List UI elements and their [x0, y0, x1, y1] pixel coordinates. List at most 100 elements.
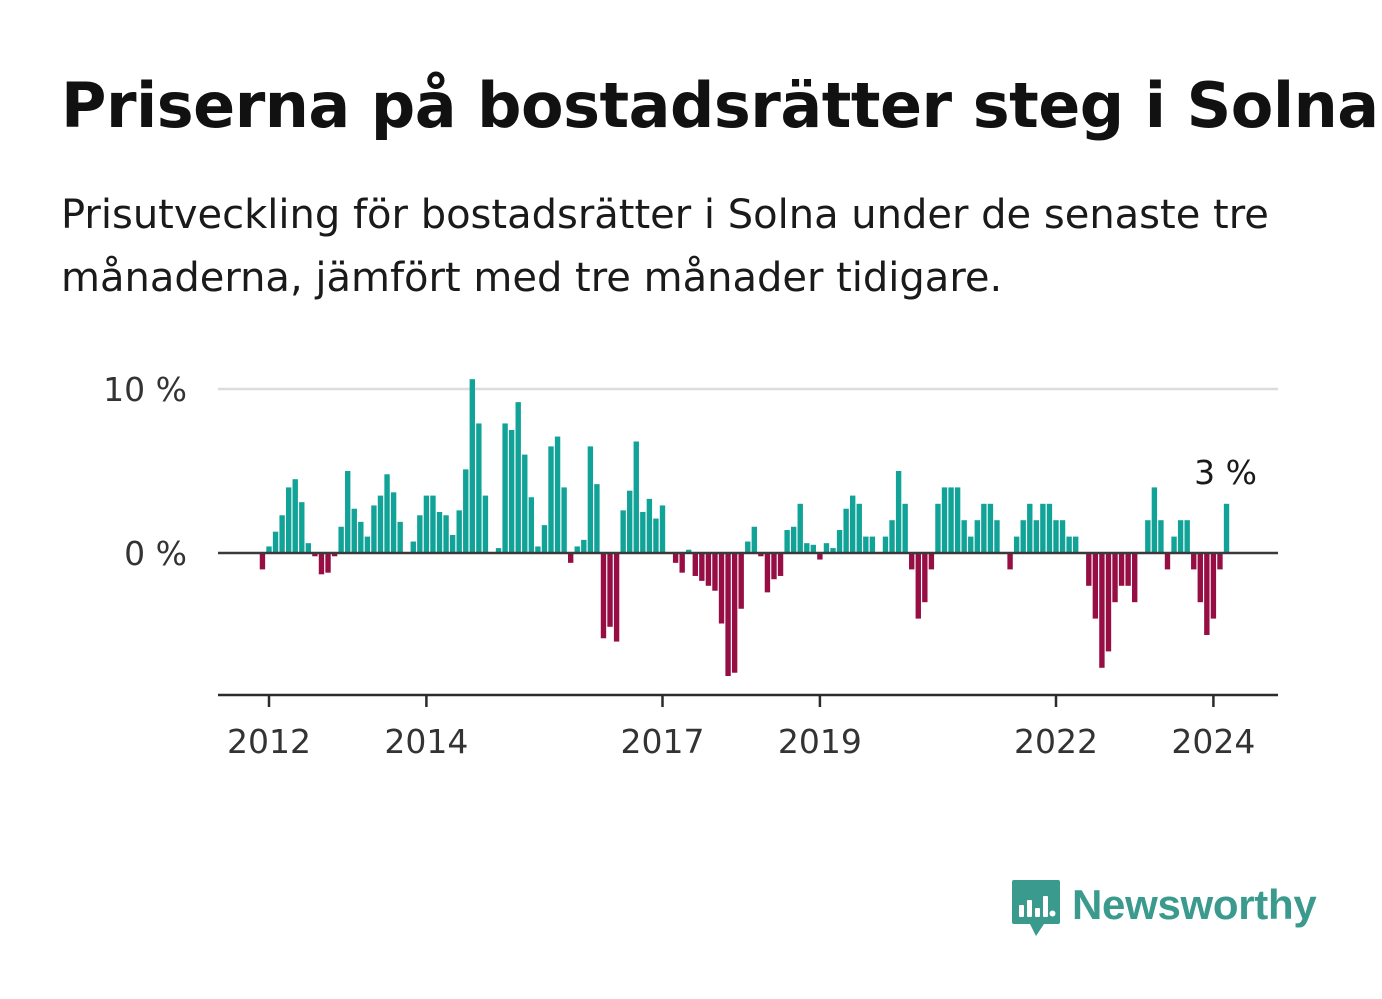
bar — [535, 546, 541, 553]
bar — [882, 536, 889, 553]
bar — [515, 402, 521, 553]
bar — [1099, 553, 1105, 668]
brand-name: Newsworthy — [1072, 881, 1317, 928]
bar — [1204, 553, 1210, 635]
bar — [987, 503, 994, 553]
bar — [850, 495, 856, 553]
bar — [1105, 553, 1112, 652]
bar — [495, 548, 502, 553]
bar — [423, 495, 430, 553]
bar — [1132, 553, 1138, 603]
bar — [272, 531, 279, 553]
bar — [449, 534, 456, 553]
bar — [922, 553, 928, 603]
bar — [1092, 553, 1099, 619]
bar — [1118, 553, 1125, 586]
bar — [725, 553, 731, 676]
bar — [758, 553, 764, 557]
bar — [1171, 536, 1177, 553]
bar — [640, 512, 646, 553]
bar — [935, 503, 941, 553]
bar — [312, 553, 318, 557]
bar — [954, 487, 961, 553]
bar — [410, 541, 416, 553]
bar — [699, 553, 705, 581]
bar — [299, 502, 305, 553]
bar — [456, 510, 462, 553]
bar — [502, 423, 508, 553]
bar — [974, 520, 980, 553]
bar — [627, 490, 633, 553]
bar — [1112, 553, 1118, 603]
bar — [364, 536, 371, 553]
bar — [731, 553, 738, 673]
bar — [633, 441, 639, 553]
bar — [790, 526, 797, 553]
bar — [712, 553, 718, 591]
bar — [541, 525, 548, 553]
bar — [1151, 487, 1158, 553]
y-tick-label: 10 % — [103, 370, 187, 409]
bar — [331, 553, 338, 557]
bar — [1013, 536, 1020, 553]
bar — [653, 518, 659, 553]
bar — [1072, 536, 1079, 553]
bar — [679, 553, 685, 573]
bar — [863, 536, 869, 553]
bar — [1223, 503, 1230, 553]
bar — [1158, 520, 1164, 553]
bar — [581, 539, 587, 553]
bar — [318, 553, 325, 575]
bar — [1125, 553, 1131, 586]
bar — [889, 520, 895, 553]
bar — [948, 487, 954, 553]
y-axis-ticks: 0 % 10 % — [103, 370, 187, 573]
x-tick-label: 2017 — [621, 722, 705, 761]
bar — [745, 541, 751, 553]
bar — [305, 543, 312, 553]
last-value-label: 3 % — [1194, 453, 1257, 492]
bar — [384, 474, 390, 553]
bar — [417, 515, 423, 553]
bar — [895, 471, 902, 553]
x-axis-ticks: 2012 2014 2017 2019 2022 2024 — [227, 695, 1255, 761]
bar — [1164, 553, 1171, 570]
bar-chart-speech-bubble-icon — [1012, 880, 1060, 936]
bar — [1217, 553, 1223, 570]
bar — [771, 553, 777, 580]
bar — [1020, 520, 1026, 553]
bar — [817, 553, 823, 560]
bar — [259, 553, 266, 570]
bar — [1177, 520, 1184, 553]
bar — [777, 553, 784, 576]
bar — [508, 430, 515, 553]
bar — [1197, 553, 1203, 603]
bar — [692, 553, 698, 576]
bar — [902, 503, 908, 553]
bar — [941, 487, 948, 553]
bar — [1191, 553, 1197, 570]
x-tick-label: 2014 — [384, 722, 468, 761]
bar — [443, 515, 449, 553]
bar — [686, 549, 692, 553]
x-tick-label: 2024 — [1171, 722, 1255, 761]
bar-series — [259, 379, 1230, 676]
newsworthy-logo: Newsworthy — [1010, 878, 1317, 942]
bar — [869, 536, 876, 553]
bar — [1007, 553, 1013, 570]
chart-subtitle: Prisutveckling för bostadsrätter i Solna… — [61, 192, 1269, 301]
bar — [351, 508, 357, 553]
bar — [561, 487, 567, 553]
bar — [594, 484, 600, 553]
bar — [856, 503, 862, 553]
bar — [436, 512, 443, 553]
bar — [463, 469, 469, 553]
bar — [266, 546, 272, 553]
bar — [371, 505, 377, 553]
bar — [823, 543, 830, 553]
bar — [646, 498, 653, 553]
bar — [1086, 553, 1092, 586]
bar — [961, 520, 967, 553]
bar — [587, 446, 594, 553]
bar — [279, 515, 285, 553]
